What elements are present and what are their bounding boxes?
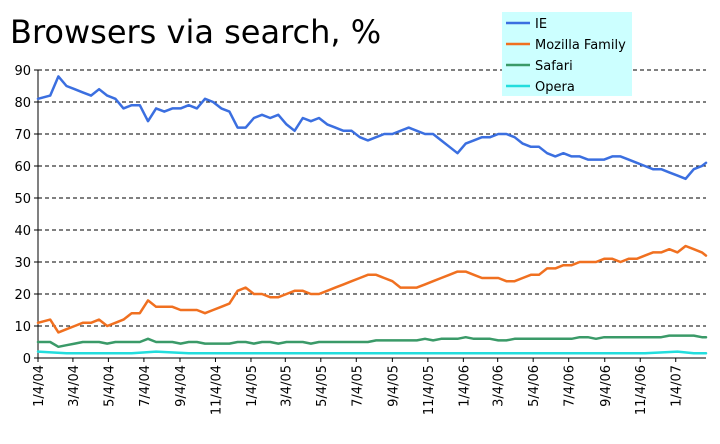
x-tick-label: 11/4/06: [634, 365, 649, 415]
x-tick-label: 5/4/04: [102, 365, 117, 407]
x-tick-label: 11/4/04: [209, 365, 224, 415]
y-tick-label: 50: [14, 192, 31, 207]
x-tick-label: 1/4/06: [457, 365, 472, 407]
y-tick-label: 40: [14, 224, 31, 239]
x-tick-label: 9/4/06: [599, 365, 614, 407]
x-tick-label: 9/4/05: [386, 365, 401, 407]
legend-label: Opera: [535, 80, 575, 95]
x-tick-label: 3/4/06: [492, 365, 507, 407]
x-tick-label: 5/4/06: [527, 365, 542, 407]
y-tick-label: 0: [23, 352, 31, 367]
x-tick-label: 7/4/05: [350, 365, 365, 407]
chart-title: Browsers via search, %: [10, 13, 381, 51]
y-axis: 0 10 20 30 40 50 60 70 80 90: [14, 64, 39, 367]
y-tick-label: 60: [14, 160, 31, 175]
x-tick-label: 9/4/04: [174, 365, 189, 407]
legend-box: [502, 12, 632, 96]
series-line-safari: [36, 334, 708, 349]
x-tick-label: 5/4/05: [315, 365, 330, 407]
legend-label: Safari: [535, 59, 573, 74]
y-tick-label: 90: [14, 64, 31, 79]
x-axis: 1/4/04 3/4/04 5/4/04 7/4/04 9/4/04 11/4/04 1/4…: [32, 357, 706, 415]
y-tick-label: 30: [14, 256, 31, 271]
x-tick-label: 1/4/04: [32, 365, 47, 407]
x-tick-label: 7/4/06: [563, 365, 578, 407]
series-line-opera: [36, 350, 708, 355]
legend-label: IE: [535, 17, 547, 32]
x-tick-label: 1/4/05: [245, 365, 260, 407]
x-tick-label: 7/4/04: [138, 365, 153, 407]
x-tick-label: 3/4/05: [279, 365, 294, 407]
x-tick-label: 3/4/04: [67, 365, 82, 407]
plot-area: [36, 75, 708, 355]
x-tick-label: 11/4/05: [422, 365, 437, 415]
series-line-mozilla-family: [36, 244, 708, 334]
y-tick-label: 20: [14, 288, 31, 303]
y-tick-label: 70: [14, 128, 31, 143]
y-tick-label: 80: [14, 96, 31, 111]
gridlines: [38, 69, 706, 327]
series-line-ie: [36, 75, 708, 181]
legend: IE Mozilla Family Safari Opera: [502, 12, 632, 96]
x-tick-label: 1/4/07: [670, 365, 685, 407]
y-tick-label: 10: [14, 320, 31, 335]
legend-label: Mozilla Family: [535, 38, 626, 53]
